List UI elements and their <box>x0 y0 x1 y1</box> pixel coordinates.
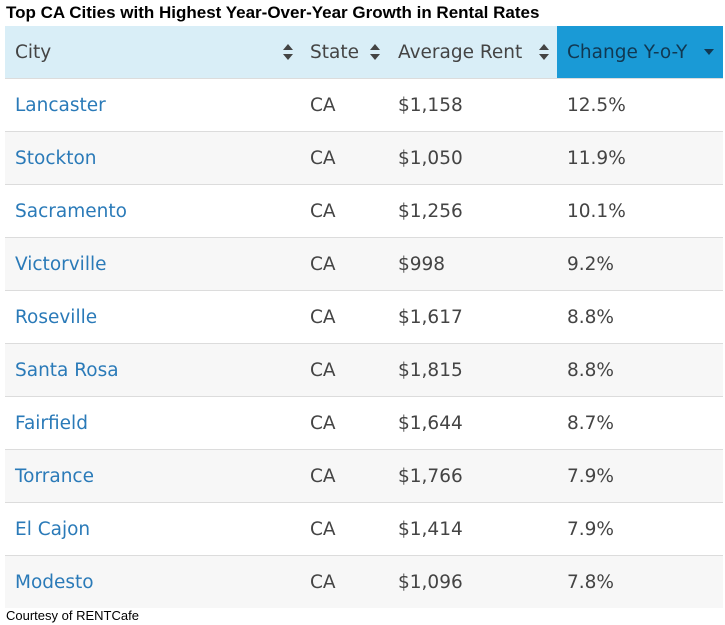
city-link[interactable]: Torrance <box>15 465 94 487</box>
city-link[interactable]: Roseville <box>15 306 98 328</box>
change-cell: 8.8% <box>567 359 614 381</box>
column-header-change-yoy[interactable]: Change Y-o-Y <box>557 26 723 78</box>
state-cell: CA <box>310 253 336 275</box>
table-row: Stockton CA $1,050 11.9% <box>5 131 723 184</box>
rent-table: City State Average Rent Change Y-o-Y <box>5 26 723 608</box>
rent-cell: $1,766 <box>398 465 463 487</box>
state-cell: CA <box>310 147 336 169</box>
state-cell: CA <box>310 465 336 487</box>
rent-cell: $1,815 <box>398 359 463 381</box>
city-link[interactable]: Lancaster <box>15 94 106 116</box>
change-cell: 7.8% <box>567 571 614 593</box>
column-header-label: City <box>15 41 52 63</box>
city-link[interactable]: Victorville <box>15 253 107 275</box>
column-header-label: Change Y-o-Y <box>567 41 688 63</box>
city-link[interactable]: Stockton <box>15 147 97 169</box>
column-header-label: State <box>310 41 359 63</box>
city-cell: Stockton <box>5 132 300 184</box>
table-row: Torrance CA $1,766 7.9% <box>5 449 723 502</box>
change-cell: 10.1% <box>567 200 626 222</box>
sort-both-icon <box>539 44 549 60</box>
table-title: Top CA Cities with Highest Year-Over-Yea… <box>6 3 540 22</box>
change-cell: 7.9% <box>567 465 614 487</box>
rent-cell: $998 <box>398 253 446 275</box>
state-cell: CA <box>310 359 336 381</box>
rent-cell: $1,256 <box>398 200 463 222</box>
table-body: Lancaster CA $1,158 12.5% Stockton CA $1… <box>5 78 723 608</box>
city-cell: Lancaster <box>5 79 300 131</box>
column-header-city[interactable]: City <box>5 26 300 78</box>
city-link[interactable]: Fairfield <box>15 412 88 434</box>
city-cell: Torrance <box>5 450 300 502</box>
city-link[interactable]: Modesto <box>15 571 94 593</box>
city-cell: Santa Rosa <box>5 344 300 396</box>
change-cell: 11.9% <box>567 147 626 169</box>
rent-cell: $1,050 <box>398 147 463 169</box>
table-row: Fairfield CA $1,644 8.7% <box>5 396 723 449</box>
table-row: El Cajon CA $1,414 7.9% <box>5 502 723 555</box>
rent-cell: $1,414 <box>398 518 463 540</box>
source-credit: Courtesy of RENTCafe <box>6 608 139 623</box>
change-cell: 7.9% <box>567 518 614 540</box>
change-cell: 8.8% <box>567 306 614 328</box>
city-cell: Fairfield <box>5 397 300 449</box>
city-cell: Sacramento <box>5 185 300 237</box>
city-link[interactable]: Sacramento <box>15 200 127 222</box>
table-row: Sacramento CA $1,256 10.1% <box>5 184 723 237</box>
change-cell: 12.5% <box>567 94 626 116</box>
table-header: City State Average Rent Change Y-o-Y <box>5 26 723 78</box>
table-row: Lancaster CA $1,158 12.5% <box>5 78 723 131</box>
table-row: Victorville CA $998 9.2% <box>5 237 723 290</box>
city-link[interactable]: Santa Rosa <box>15 359 119 381</box>
table-row: Santa Rosa CA $1,815 8.8% <box>5 343 723 396</box>
rent-cell: $1,158 <box>398 94 463 116</box>
rent-cell: $1,617 <box>398 306 463 328</box>
change-cell: 8.7% <box>567 412 614 434</box>
city-cell: El Cajon <box>5 503 300 555</box>
sort-both-icon <box>370 44 380 60</box>
city-cell: Modesto <box>5 556 300 608</box>
column-header-average-rent[interactable]: Average Rent <box>388 26 557 78</box>
column-header-label: Average Rent <box>398 41 523 63</box>
table-row: Modesto CA $1,096 7.8% <box>5 555 723 608</box>
city-cell: Victorville <box>5 238 300 290</box>
city-cell: Roseville <box>5 291 300 343</box>
state-cell: CA <box>310 412 336 434</box>
column-header-state[interactable]: State <box>300 26 388 78</box>
change-cell: 9.2% <box>567 253 614 275</box>
state-cell: CA <box>310 200 336 222</box>
table-row: Roseville CA $1,617 8.8% <box>5 290 723 343</box>
sort-descending-icon <box>704 44 714 60</box>
rent-cell: $1,644 <box>398 412 463 434</box>
state-cell: CA <box>310 94 336 116</box>
sort-both-icon <box>283 44 293 60</box>
rent-cell: $1,096 <box>398 571 463 593</box>
city-link[interactable]: El Cajon <box>15 518 91 540</box>
state-cell: CA <box>310 518 336 540</box>
state-cell: CA <box>310 571 336 593</box>
state-cell: CA <box>310 306 336 328</box>
